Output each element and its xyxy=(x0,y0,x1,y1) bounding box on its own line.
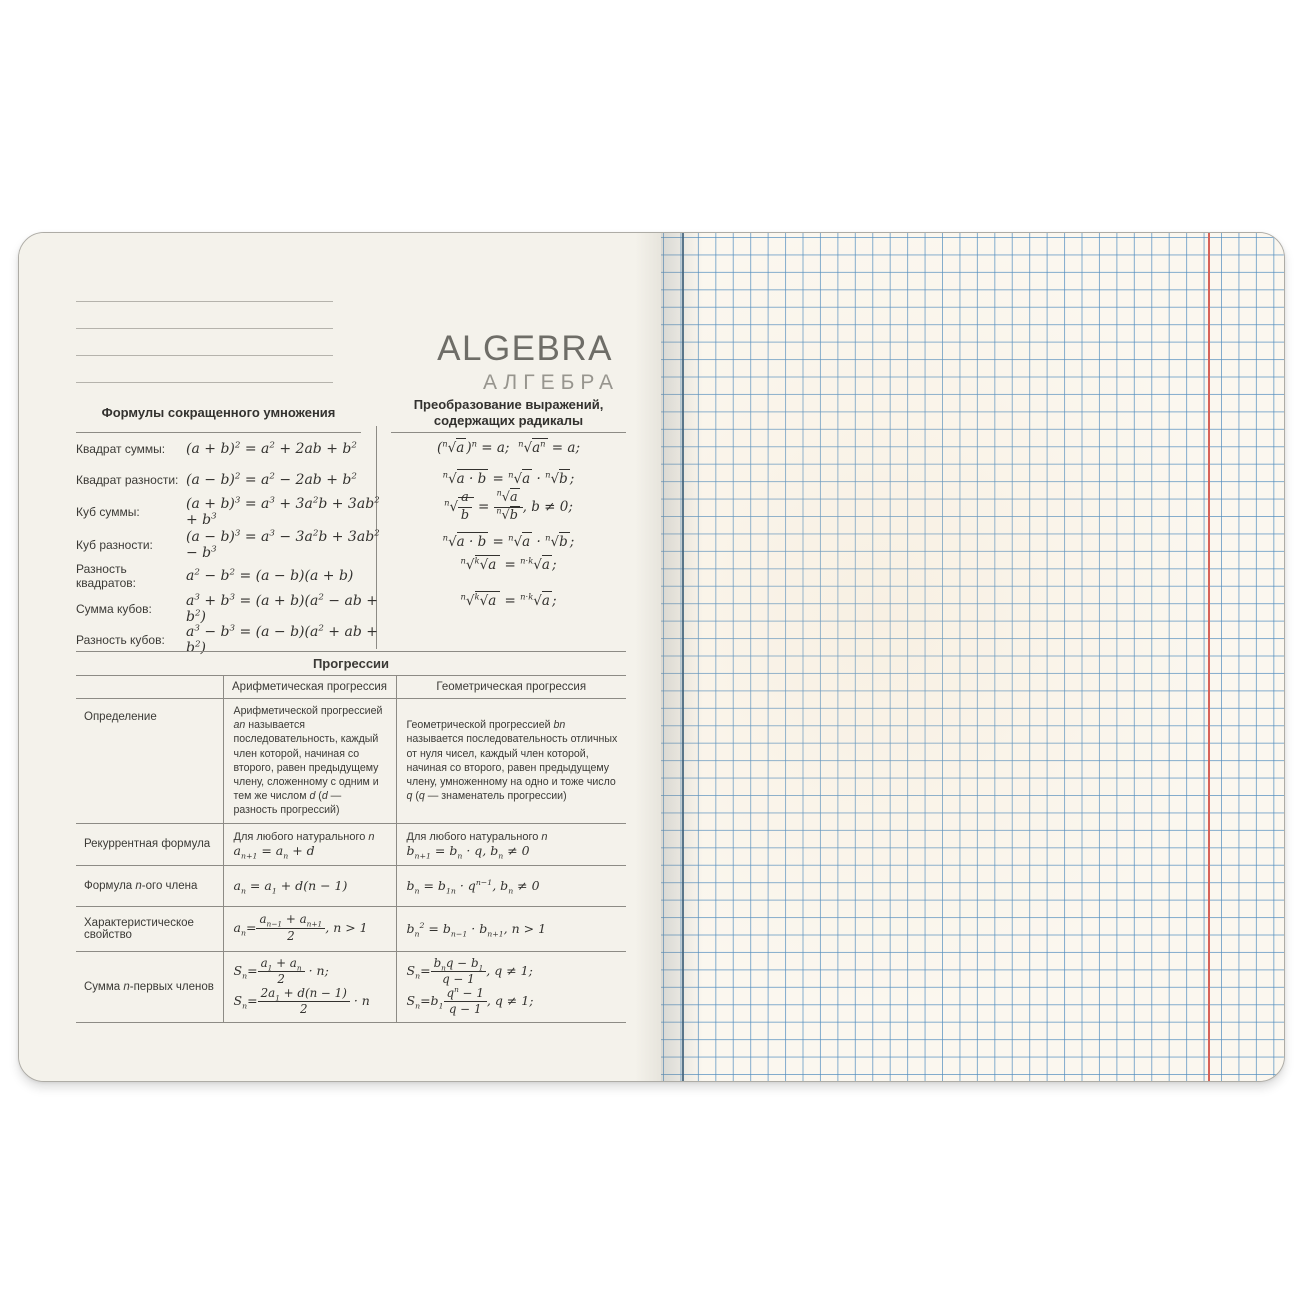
multiplication-section-title: Формулы сокращенного умножения xyxy=(101,405,336,420)
formula-row: Разность квадратов: a2 − b2 = (a − b)(a … xyxy=(76,562,381,590)
cell-geometric: Геометрической прогрессией bn называется… xyxy=(395,698,627,823)
row-label: Рекуррентная формула xyxy=(84,838,211,850)
radicals-title-line2: содержащих радикалы xyxy=(433,412,584,428)
formula-label: Квадрат разности: xyxy=(76,473,179,487)
row-label: Характеристическое свойство xyxy=(84,916,194,941)
table-row: Сумма n-первых членов Sn= a1 + an 2 · n; Sn… xyxy=(76,951,627,1023)
radicals-section-title: Преобразование выражений, содержащих рад… xyxy=(391,397,626,428)
radical-formula: n√k√a = n·k√a; xyxy=(460,591,557,609)
writing-line xyxy=(76,355,333,356)
formula-text: (a − b)2 = a2 − 2ab + b2 xyxy=(186,471,357,488)
formula-label: Квадрат суммы: xyxy=(76,442,166,456)
subject-title-en: ALGEBRA xyxy=(437,329,613,368)
binding-edge-line xyxy=(682,233,684,1081)
radical-formula: n√ a b = n√a n√b, b ≠ 0; xyxy=(444,488,573,523)
radical-formula: n√a · b = n√a · n√b; xyxy=(442,469,575,487)
formula-row: Квадрат разности: (a − b)2 = a2 − 2ab + … xyxy=(76,467,381,493)
row-label: Определение xyxy=(84,711,157,723)
header-rule-left xyxy=(76,432,361,433)
table-row: Формула n-ого члена an = a1 + d(n − 1) b… xyxy=(76,865,627,906)
formula-text: a2 − b2 = (a − b)(a + b) xyxy=(186,567,354,584)
formula-text: (a − b)3 = a3 − 3a2b + 3ab2 − b3 xyxy=(186,528,380,561)
cell-arithmetic: Арифметической прогрессией an называется… xyxy=(222,698,396,823)
cell-geometric: bn2 = bn−1 · bn+1, n > 1 xyxy=(395,906,627,951)
page-fold-shadow xyxy=(635,233,661,1081)
right-page-squared-paper xyxy=(661,233,1284,1081)
red-margin-line xyxy=(1208,233,1210,1081)
formula-text: (a + b)2 = a2 + 2ab + b2 xyxy=(186,440,357,457)
formula-label: Куб разности: xyxy=(76,538,153,552)
formula-text: a3 + b3 = (a + b)(a2 − ab + b2) xyxy=(186,592,378,625)
row-label: Формула n-ого члена xyxy=(84,879,198,892)
empty-header-cell xyxy=(76,676,223,699)
progressions-title: Прогрессии xyxy=(312,656,390,671)
header-rule-right xyxy=(391,432,626,433)
formula-row: Куб суммы: (a + b)3 = a3 + 3a2b + 3ab2 +… xyxy=(76,495,381,528)
formula-label: Куб суммы: xyxy=(76,505,140,519)
radical-formula: n√k√a = n·k√a; xyxy=(460,555,557,573)
radical-formula: (n√a)n = a; n√an = a; xyxy=(436,438,581,456)
cell-geometric: bn = b1n · qn−1, bn ≠ 0 xyxy=(395,865,627,906)
formula-text: a3 − b3 = (a − b)(a2 + ab + b2) xyxy=(186,623,378,656)
table-header-row: Арифметическая прогрессия Геометрическая… xyxy=(76,675,627,699)
formula-row: Разность кубов: a3 − b3 = (a − b)(a2 + a… xyxy=(76,623,381,656)
formula-label: Разность кубов: xyxy=(76,633,165,647)
column-divider xyxy=(376,426,377,649)
radical-formula: n√a · b = n√a · n√b; xyxy=(442,532,575,550)
table-row: Характеристическое свойство an= an−1 + an… xyxy=(76,906,627,951)
cell-geometric: Для любого натурального n bn+1 = bn · q, … xyxy=(395,823,627,865)
cell-arithmetic: an = a1 + d(n − 1) xyxy=(222,865,396,906)
notebook-spread: ALGEBRA АЛГЕБРА Формулы сокращенного умн… xyxy=(18,232,1285,1082)
column-header-arithmetic: Арифметическая прогрессия xyxy=(222,675,396,699)
formula-text: (a + b)3 = a3 + 3a2b + 3ab2 + b3 xyxy=(186,495,380,528)
formula-row: Сумма кубов: a3 + b3 = (a + b)(a2 − ab +… xyxy=(76,592,381,625)
formula-row: Квадрат суммы: (a + b)2 = a2 + 2ab + b2 xyxy=(76,436,381,462)
radicals-title-line1: Преобразование выражений, xyxy=(413,397,604,412)
subject-brand: ALGEBRA АЛГЕБРА xyxy=(437,331,613,393)
row-label: Сумма n-первых членов xyxy=(84,980,214,993)
writing-line xyxy=(76,328,333,329)
cell-arithmetic: an= an−1 + an+1 2, n > 1 xyxy=(222,906,396,951)
formula-label: Сумма кубов: xyxy=(76,602,152,616)
formula-label: Разность квадратов: xyxy=(76,562,136,590)
cell-arithmetic: Для любого натурального n an+1 = an + d xyxy=(222,823,396,865)
writing-line xyxy=(76,301,333,302)
writing-line xyxy=(76,382,333,383)
table-title-row: Прогрессии xyxy=(76,651,627,676)
subject-title-ru: АЛГЕБРА xyxy=(482,371,619,394)
left-page-reference-sheet: ALGEBRA АЛГЕБРА Формулы сокращенного умн… xyxy=(19,233,661,1081)
formula-row: Куб разности: (a − b)3 = a3 − 3a2b + 3ab… xyxy=(76,528,381,561)
progressions-table: Прогрессии Арифметическая прогрессия Гео… xyxy=(76,651,627,1024)
cell-arithmetic: Sn= a1 + an 2 · n; Sn= 2a1 + d(n − 1) 2 · n xyxy=(222,951,396,1023)
table-row: Рекуррентная формула Для любого натураль… xyxy=(76,823,627,865)
column-header-geometric: Геометрическая прогрессия xyxy=(395,675,627,699)
table-row: Определение Арифметической прогрессией a… xyxy=(76,698,627,823)
